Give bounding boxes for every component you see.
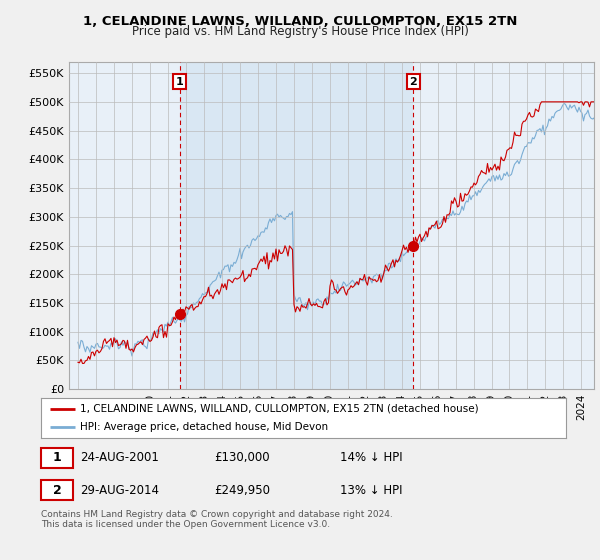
Text: 2: 2 [53,483,61,497]
Bar [179,62,413,389]
Text: 1: 1 [176,77,184,87]
Text: HPI: Average price, detached house, Mid Devon: HPI: Average price, detached house, Mid … [80,422,328,432]
FancyBboxPatch shape [41,448,73,468]
Text: 29-AUG-2014: 29-AUG-2014 [80,483,159,497]
Text: 1, CELANDINE LAWNS, WILLAND, CULLOMPTON, EX15 2TN: 1, CELANDINE LAWNS, WILLAND, CULLOMPTON,… [83,15,517,27]
Text: Price paid vs. HM Land Registry's House Price Index (HPI): Price paid vs. HM Land Registry's House … [131,25,469,38]
Text: Contains HM Land Registry data © Crown copyright and database right 2024.
This d: Contains HM Land Registry data © Crown c… [41,510,392,529]
Text: 14% ↓ HPI: 14% ↓ HPI [340,451,403,464]
Text: £130,000: £130,000 [214,451,269,464]
Text: 1: 1 [53,451,61,464]
Text: 24-AUG-2001: 24-AUG-2001 [80,451,159,464]
Text: £249,950: £249,950 [214,483,270,497]
FancyBboxPatch shape [41,480,73,500]
Text: 1, CELANDINE LAWNS, WILLAND, CULLOMPTON, EX15 2TN (detached house): 1, CELANDINE LAWNS, WILLAND, CULLOMPTON,… [80,404,479,414]
Text: 2: 2 [409,77,417,87]
Text: 13% ↓ HPI: 13% ↓ HPI [340,483,403,497]
